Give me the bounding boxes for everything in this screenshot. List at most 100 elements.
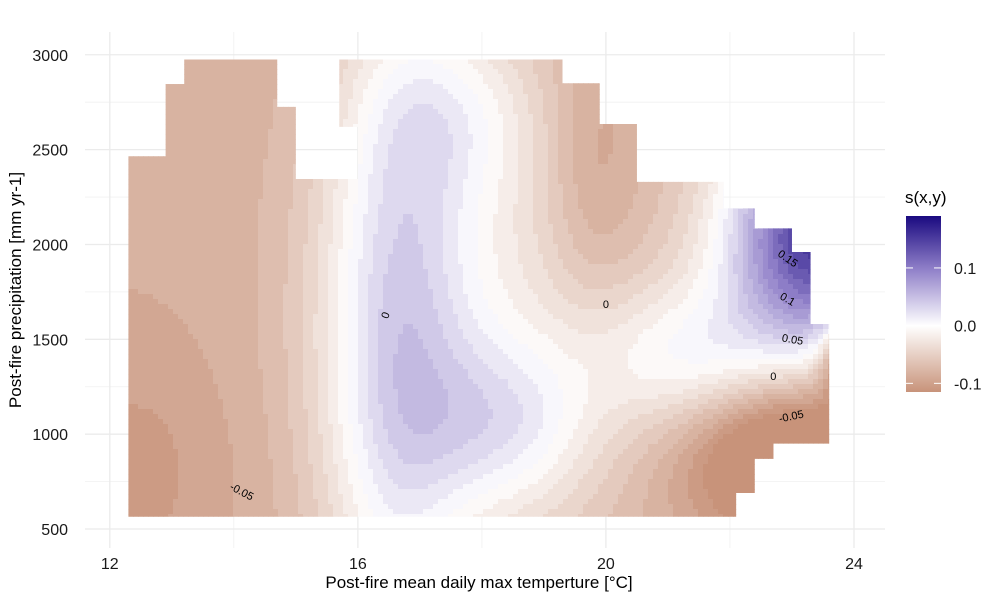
surface-cell [583,89,589,95]
surface-cell [258,94,264,100]
surface-cell [798,144,804,150]
surface-cell [513,104,519,110]
surface-cell [613,169,619,175]
surface-cell [543,59,549,65]
surface-cell [448,99,454,105]
surface-cell [558,124,564,130]
surface-cell [463,129,469,135]
surface-cell [588,184,594,190]
surface-cell [413,59,419,65]
surface-cell [783,154,789,160]
surface-cell [478,129,484,135]
surface-cell [533,104,539,110]
surface-cell [163,154,169,160]
surface-cell [628,179,634,185]
surface-cell [528,144,534,150]
surface-cell [303,89,309,95]
surface-cell [598,124,604,130]
surface-cell [733,69,739,75]
surface-cell [228,79,234,85]
surface-cell [163,139,169,145]
surface-cell [798,109,804,115]
surface-cell [743,104,749,110]
surface-cell [408,144,414,150]
surface-cell [533,79,539,85]
surface-cell [533,69,539,75]
surface-cell [463,84,469,90]
surface-cell [658,224,664,230]
surface-cell [668,89,674,95]
surface-cell [178,89,184,95]
surface-cell [513,219,519,225]
surface-cell [468,209,474,215]
surface-cell [468,214,474,220]
surface-cell [818,104,824,110]
surface-cell [243,69,249,75]
surface-cell [213,189,219,195]
surface-cell [358,114,364,120]
surface-cell [223,164,229,170]
surface-cell [453,144,459,150]
surface-cell [733,104,739,110]
surface-cell [218,174,224,180]
surface-cell [728,229,734,235]
surface-cell [498,224,504,230]
surface-cell [468,114,474,120]
surface-cell [468,69,474,75]
surface-cell [543,119,549,125]
surface-cell [668,199,674,205]
surface-cell [478,169,484,175]
surface-cell [388,79,394,85]
surface-cell [418,164,424,170]
surface-cell [583,69,589,75]
surface-cell [808,219,814,225]
surface-cell [568,204,574,210]
surface-cell [533,89,539,95]
surface-cell [368,214,374,220]
surface-cell [763,154,769,160]
surface-cell [788,159,794,165]
surface-cell [653,159,659,165]
surface-cell [348,134,354,140]
surface-cell [263,234,269,240]
surface-cell [253,59,259,65]
surface-cell [503,179,509,185]
surface-cell [258,129,264,135]
surface-cell [623,174,629,180]
surface-cell [223,84,229,90]
surface-cell [638,204,644,210]
surface-cell [378,204,384,210]
surface-cell [793,184,799,190]
surface-cell [668,214,674,220]
surface-cell [783,199,789,205]
surface-cell [578,144,584,150]
surface-cell [613,209,619,215]
surface-cell [448,124,454,130]
surface-cell [813,74,819,80]
surface-cell [488,164,494,170]
surface-cell [703,144,709,150]
surface-cell [243,189,249,195]
surface-cell [178,164,184,170]
surface-cell [178,214,184,220]
surface-cell [783,89,789,95]
surface-cell [163,199,169,205]
surface-cell [573,184,579,190]
surface-cell [153,109,159,115]
surface-cell [543,209,549,215]
surface-cell [163,194,169,200]
surface-cell [193,209,199,215]
surface-cell [673,174,679,180]
surface-cell [243,114,249,120]
surface-cell [483,89,489,95]
surface-cell [808,119,814,125]
surface-cell [453,104,459,110]
surface-cell [278,179,284,185]
surface-cell [383,194,389,200]
surface-cell [308,189,314,195]
surface-cell [158,124,164,130]
surface-cell [478,119,484,125]
surface-cell [568,79,574,85]
surface-cell [733,129,739,135]
surface-cell [543,229,549,235]
